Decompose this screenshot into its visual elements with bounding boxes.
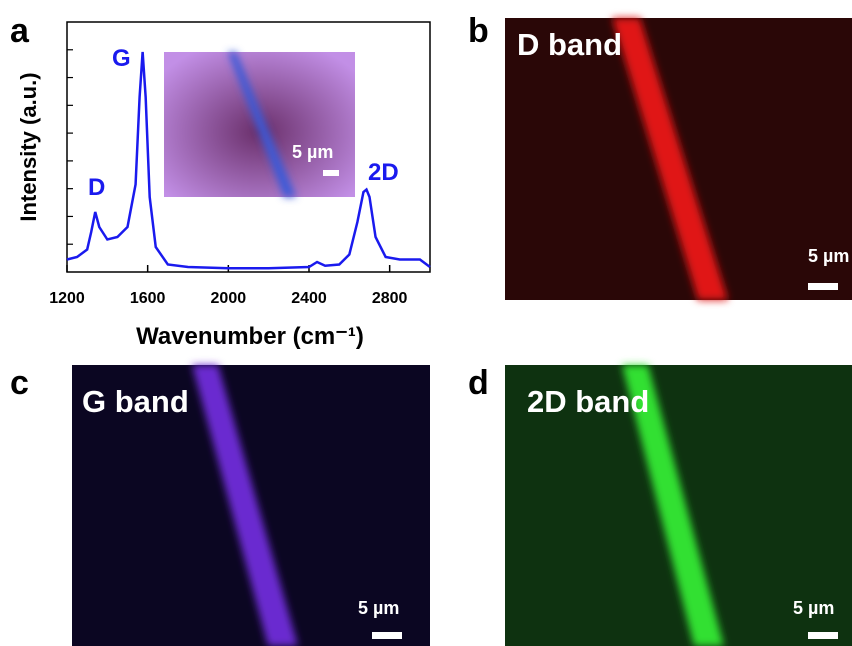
scale-bar [372, 632, 402, 639]
peak-label: 2D [368, 159, 399, 186]
inset-fiber [228, 52, 296, 197]
panel-label: d [468, 364, 489, 402]
scale-label: 5 µm [358, 598, 399, 618]
scale-label: 5 µm [808, 246, 849, 266]
x-tick-label: 2400 [291, 290, 327, 307]
panel-label: b [468, 12, 489, 50]
scale-label: 5 µm [793, 598, 834, 618]
inset-scale-label: 5 µm [292, 142, 333, 162]
image-title: 2D band [527, 384, 649, 419]
spectrum-line [66, 51, 431, 270]
scale-bar [808, 632, 838, 639]
x-tick-label: 1200 [49, 290, 85, 307]
fiber-2d [622, 365, 724, 646]
x-axis-label: Wavenumber (cm⁻¹) [136, 323, 364, 350]
peak-label: G [112, 45, 131, 72]
x-tick-label: 2800 [372, 290, 408, 307]
scale-bar [808, 283, 838, 290]
inset-scale-bar [323, 170, 339, 176]
image-title: D band [517, 27, 622, 62]
plot-frame [66, 21, 431, 273]
images [72, 18, 852, 646]
peak-label: D [88, 174, 105, 201]
fiber-g [192, 365, 298, 646]
panel-label: c [10, 364, 29, 402]
x-tick-label: 1600 [130, 290, 166, 307]
x-tick-label: 2000 [211, 290, 247, 307]
image-title: G band [82, 384, 189, 419]
panel-label: a [10, 12, 30, 50]
y-axis-label: Intensity (a.u.) [16, 72, 41, 221]
fiber-d [612, 18, 728, 300]
